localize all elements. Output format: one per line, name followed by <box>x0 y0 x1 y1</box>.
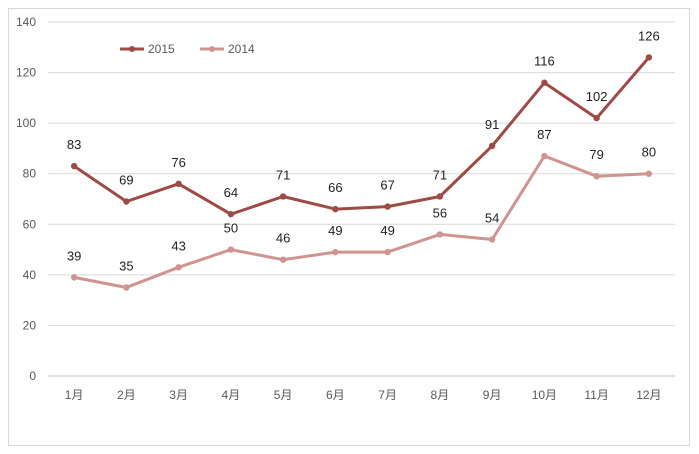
data-point <box>123 198 130 205</box>
data-label: 83 <box>67 137 81 152</box>
data-point <box>645 170 653 177</box>
data-label: 126 <box>638 28 660 43</box>
series-lines <box>70 54 653 291</box>
x-tick-label: 9月 <box>483 388 502 402</box>
data-point <box>541 152 548 160</box>
y-axis: 0 20 40 60 80 100 120 140 <box>16 15 36 383</box>
data-point <box>70 162 78 170</box>
data-label: 50 <box>224 221 238 236</box>
data-label: 46 <box>276 231 290 246</box>
gridlines <box>48 21 675 377</box>
legend-marker <box>129 46 135 52</box>
legend: 2015 2014 <box>120 42 255 56</box>
data-point <box>541 79 548 86</box>
y-tick-label: 100 <box>16 116 36 130</box>
data-label: 71 <box>276 167 290 182</box>
data-label: 43 <box>171 238 185 253</box>
x-tick-label: 1月 <box>65 388 84 402</box>
data-label: 87 <box>537 127 551 142</box>
x-tick-label: 2月 <box>117 388 136 402</box>
x-axis: 1月 2月 3月 4月 5月 6月 7月 8月 9月 10月 11月 12月 <box>65 388 662 402</box>
data-label: 66 <box>328 180 342 195</box>
data-label: 35 <box>119 259 133 274</box>
data-label: 49 <box>328 223 342 238</box>
data-point <box>70 274 78 281</box>
x-tick-label: 6月 <box>326 388 345 402</box>
x-tick-label: 12月 <box>636 388 661 402</box>
data-label: 39 <box>67 248 81 263</box>
data-label: 67 <box>380 178 394 193</box>
data-point <box>123 284 130 291</box>
y-tick-label: 20 <box>23 318 37 332</box>
data-point <box>332 205 339 213</box>
legend-marker <box>209 46 215 52</box>
legend-label: 2014 <box>228 42 255 56</box>
data-point <box>279 256 287 263</box>
data-label: 79 <box>589 147 603 162</box>
data-label: 116 <box>534 54 555 69</box>
series-line-2014 <box>72 154 651 289</box>
x-tick-label: 7月 <box>378 388 397 402</box>
y-tick-label: 120 <box>16 66 36 80</box>
chart-frame <box>8 8 690 446</box>
data-label: 102 <box>586 89 608 104</box>
data-point <box>488 236 496 243</box>
x-tick-label: 5月 <box>274 388 293 402</box>
x-tick-label: 8月 <box>431 388 450 402</box>
data-label: 71 <box>433 167 447 182</box>
data-labels: 83 69 76 64 71 66 67 71 91 116 102 126 39 35 43 50 46 49 4… <box>67 28 660 273</box>
data-label: 91 <box>485 117 499 132</box>
data-point <box>227 210 235 218</box>
x-tick-label: 11月 <box>584 388 608 402</box>
data-point <box>593 114 600 122</box>
x-tick-label: 4月 <box>222 388 241 402</box>
data-point <box>175 180 182 188</box>
data-label: 64 <box>224 185 238 200</box>
data-point <box>332 248 339 256</box>
legend-label: 2015 <box>148 42 175 56</box>
y-tick-label: 140 <box>16 15 36 29</box>
data-point <box>488 142 496 150</box>
data-point <box>436 193 444 200</box>
data-point <box>645 54 653 61</box>
data-point <box>384 203 391 210</box>
series-line-2015 <box>72 55 651 216</box>
data-label: 76 <box>171 155 185 170</box>
data-label: 56 <box>433 205 447 220</box>
data-label: 80 <box>642 145 656 160</box>
y-tick-label: 80 <box>23 167 37 181</box>
data-point <box>593 173 600 180</box>
y-tick-label: 40 <box>23 268 37 282</box>
data-point <box>436 231 444 238</box>
y-tick-label: 0 <box>29 369 36 383</box>
data-point <box>227 246 235 253</box>
data-point <box>384 248 391 256</box>
x-tick-label: 10月 <box>532 388 557 402</box>
x-tick-label: 3月 <box>169 388 188 402</box>
data-point <box>279 193 287 200</box>
data-label: 49 <box>380 223 394 238</box>
y-tick-label: 60 <box>23 217 37 231</box>
data-label: 54 <box>485 210 499 225</box>
data-label: 69 <box>119 173 133 188</box>
data-point <box>175 264 182 271</box>
